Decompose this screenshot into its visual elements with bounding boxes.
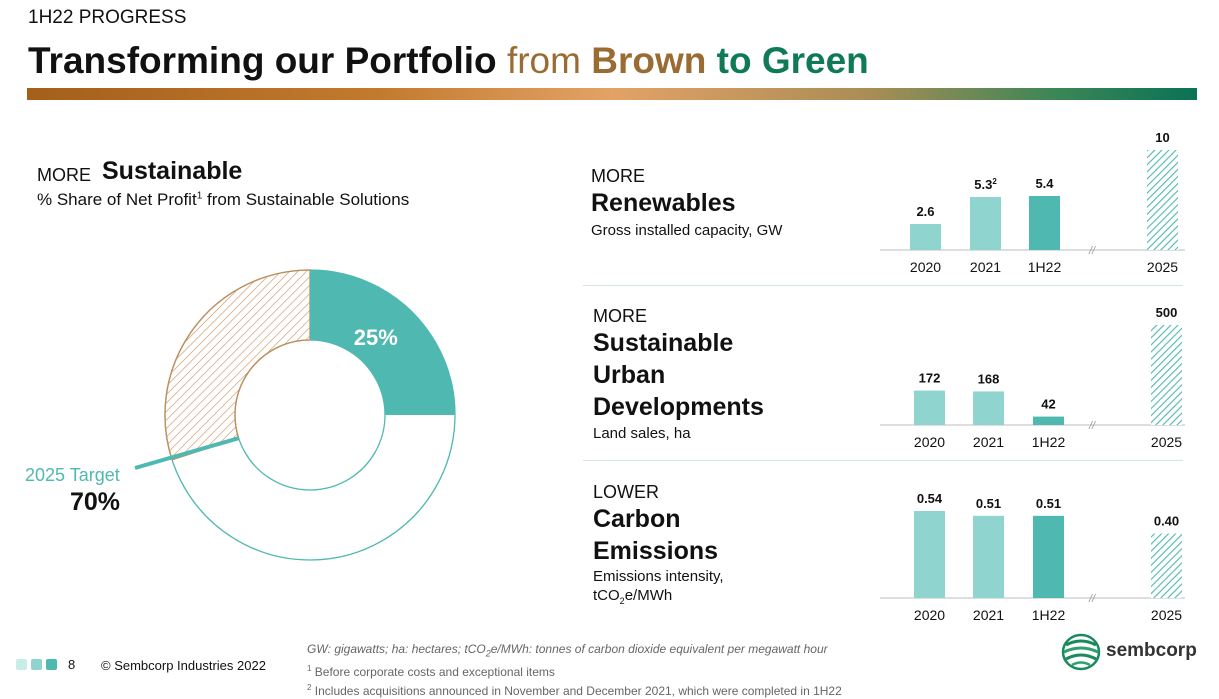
glossary-note: GW: gigawatts; ha: hectares; tCO2e/MWh: … — [307, 642, 828, 659]
category-label: 2025 — [1147, 259, 1178, 275]
footnote-1-marker: 1 — [307, 664, 312, 674]
section-divider — [583, 285, 1183, 286]
category-label: 1H22 — [1032, 434, 1066, 450]
carbon-subtitle-line: tCO2e/MWh — [593, 587, 673, 606]
renewables-subtitle: Gross installed capacity, GW — [591, 221, 782, 240]
bar-value-label: 0.51 — [976, 496, 1001, 511]
bar — [1151, 533, 1182, 598]
urban-more-label: MORE — [593, 306, 647, 326]
bar — [970, 197, 1001, 250]
bar-value-label: 0.40 — [1154, 514, 1179, 529]
title-gradient-bar — [27, 88, 1197, 100]
sembcorp-swirl-icon — [1061, 633, 1101, 671]
donut-target-slice — [164, 269, 311, 461]
progress-square-icon — [46, 659, 57, 670]
renewables-title: Renewables — [591, 187, 736, 219]
sustainable-donut-chart: 25% — [134, 269, 456, 561]
sustainable-subtitle-pre: % Share of Net Profit — [37, 190, 197, 209]
category-label: 2020 — [914, 607, 945, 623]
copyright: © Sembcorp Industries 2022 — [101, 658, 266, 673]
bar — [914, 511, 945, 598]
renewables-more-label: MORE — [591, 166, 645, 186]
bar-value-label: 0.51 — [1036, 496, 1061, 511]
page-number: 8 — [68, 657, 76, 672]
category-label: 1H22 — [1032, 607, 1066, 623]
bar-value-label: 5.32 — [974, 177, 997, 192]
bar — [910, 224, 941, 250]
sembcorp-logo-text: sembcorp — [1106, 640, 1197, 661]
donut-current-slice — [310, 270, 455, 415]
bar-value-label: 42 — [1041, 397, 1055, 412]
category-label: 2020 — [910, 259, 941, 275]
donut-current-label: 25% — [354, 325, 398, 350]
carbon-bar-chart: // 0.54 2020 0.51 2021 0.51 1H22 0.40 2025 — [880, 491, 1185, 623]
page-title: Transforming our Portfolio from Brown to… — [28, 40, 869, 82]
title-part-4: to Green — [716, 40, 869, 81]
bar — [1029, 196, 1060, 250]
bar — [973, 391, 1004, 425]
category-label: 1H22 — [1028, 259, 1062, 275]
urban-title-line: Developments — [593, 393, 764, 421]
footnote-2-marker: 2 — [307, 683, 312, 693]
carbon-title-line: Carbon — [593, 505, 681, 533]
axis-break-mark: // — [1088, 420, 1096, 432]
urban-bar-chart: // 172 2020 168 2021 42 1H22 500 2025 — [880, 305, 1185, 450]
category-label: 2025 — [1151, 607, 1182, 623]
category-label: 2021 — [973, 607, 1004, 623]
urban-title-line: Sustainable — [593, 329, 734, 357]
title-part-3: Brown — [591, 40, 717, 81]
sustainable-subtitle: % Share of Net Profit1 from Sustainable … — [37, 190, 409, 210]
bar-value-footnote: 2 — [992, 177, 997, 186]
sustainable-title: Sustainable — [102, 157, 243, 185]
bar — [914, 390, 945, 425]
bar — [973, 515, 1004, 598]
urban-subtitle-line: Land sales, ha — [593, 425, 691, 442]
bar — [1151, 325, 1182, 425]
target-label: 2025 Target — [25, 465, 120, 485]
footnotes: GW: gigawatts; ha: hectares; tCO2e/MWh: … — [307, 642, 842, 699]
urban-title-line: Urban — [593, 361, 666, 389]
bar-value-label: 10 — [1155, 130, 1169, 145]
category-label: 2021 — [973, 434, 1004, 450]
category-label: 2021 — [970, 259, 1001, 275]
sustainable-more-label: MORE — [37, 165, 91, 185]
title-part-1: Transforming our Portfolio — [28, 40, 507, 81]
urban-title: Sustainable Urban Developments — [593, 327, 764, 423]
urban-subtitle: Land sales, ha — [593, 424, 691, 443]
progress-square-icon — [31, 659, 42, 670]
category-label: 2025 — [1151, 434, 1182, 450]
target-pointer-line — [134, 436, 240, 470]
bar-value-label: 0.54 — [917, 491, 943, 506]
renewables-subtitle-line: Gross installed capacity, GW — [591, 222, 783, 239]
carbon-subtitle-line: Emissions intensity, — [593, 568, 724, 585]
footnote-1: 1 Before corporate costs and exceptional… — [307, 661, 842, 680]
axis-break-mark: // — [1088, 593, 1096, 605]
bar — [1147, 150, 1178, 250]
sustainable-subtitle-post: from Sustainable Solutions — [202, 190, 410, 209]
bar-value-label: 2.6 — [916, 204, 934, 219]
title-part-2: from — [506, 40, 592, 81]
section-divider — [583, 460, 1183, 461]
bar — [1033, 416, 1064, 425]
bar-value-label: 500 — [1156, 305, 1178, 320]
carbon-lower-label: LOWER — [593, 482, 660, 502]
carbon-title-line: Emissions — [593, 537, 719, 565]
bar-value-label: 5.4 — [1035, 176, 1054, 191]
bar-value-label: 168 — [978, 371, 1000, 386]
sustainable-subtitle-footnote: 1 — [196, 190, 203, 202]
footnote-1-text: Before corporate costs and exceptional i… — [311, 665, 555, 680]
renewables-title-line: Renewables — [591, 189, 736, 217]
bar-value-label: 172 — [919, 371, 941, 386]
axis-break-mark: // — [1088, 245, 1096, 257]
carbon-title: Carbon Emissions — [593, 503, 718, 567]
carbon-subtitle: Emissions intensity, tCO2e/MWh — [593, 567, 724, 611]
renewables-bar-chart: // 2.6 2020 5.32 2021 5.4 1H22 10 2025 — [880, 130, 1185, 275]
target-value: 70% — [70, 488, 121, 516]
section-kicker: 1H22 PROGRESS — [28, 7, 187, 28]
bar — [1033, 515, 1064, 598]
footnote-2-text: Includes acquisitions announced in Novem… — [311, 684, 842, 699]
category-label: 2020 — [914, 434, 945, 450]
progress-square-icon — [16, 659, 27, 670]
footnote-2: 2 Includes acquisitions announced in Nov… — [307, 680, 842, 699]
